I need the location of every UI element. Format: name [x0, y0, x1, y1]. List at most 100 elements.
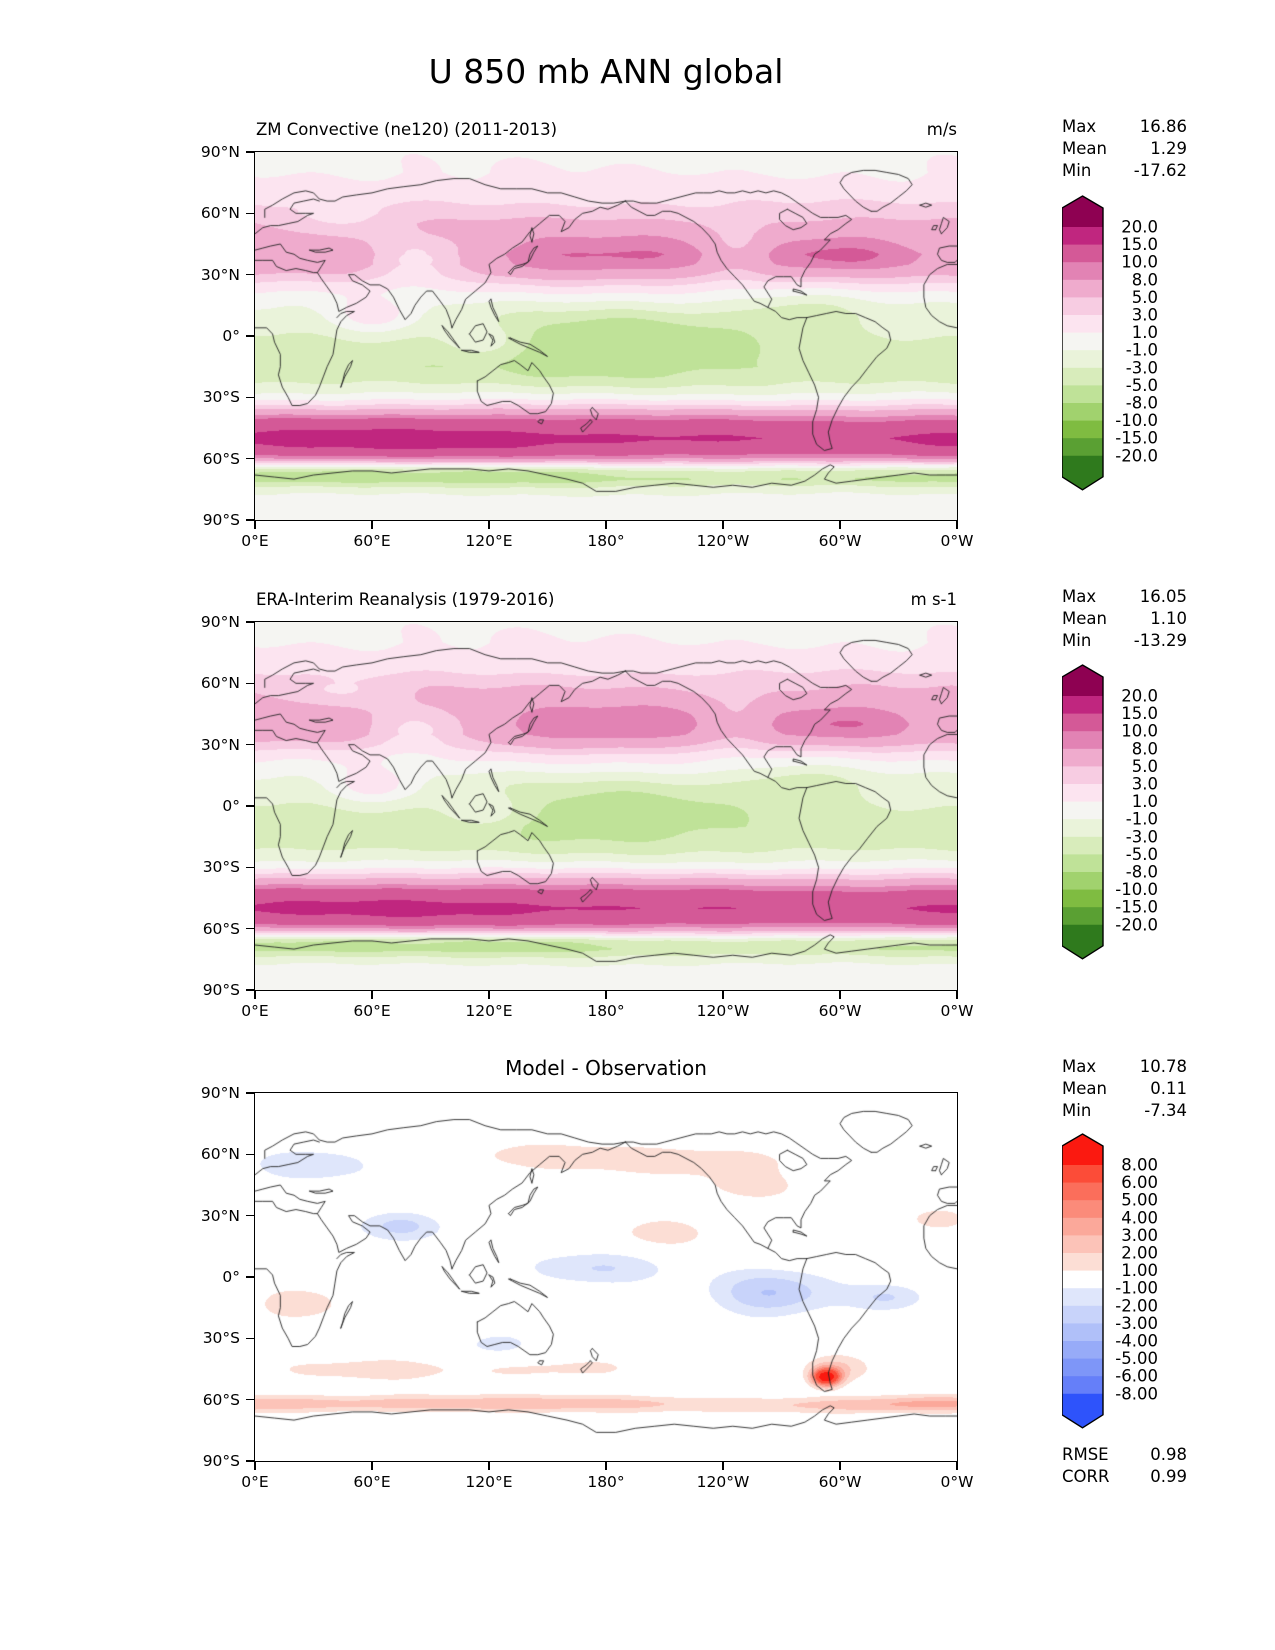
- lat-tick: [246, 1092, 255, 1094]
- colorbar-tick-label: -3.00: [1115, 1314, 1158, 1333]
- panel1-stats: Max 16.86 Mean 1.29 Min -17.62: [1062, 116, 1187, 182]
- lat-tick: [246, 1276, 255, 1278]
- lon-tick: [488, 520, 490, 529]
- lat-tick: [246, 212, 255, 215]
- colorbar-tick-label: 5.0: [1132, 288, 1158, 307]
- lat-tick-label: 30°N: [200, 1206, 240, 1225]
- lon-tick-label: 0°W: [940, 1473, 974, 1491]
- stat-label: Min: [1062, 1101, 1092, 1120]
- panel2-map: [253, 620, 958, 991]
- colorbar-tick-label: 5.0: [1132, 757, 1158, 776]
- metric-label: RMSE: [1062, 1445, 1109, 1464]
- panel3-colorbar: 8.00 6.00 5.00 4.00 3.00 2.00 1.00 -1.00 -2.00 -3…: [1061, 1133, 1162, 1434]
- colorbar-tick-label: -6.00: [1115, 1367, 1158, 1386]
- lat-tick: [246, 927, 255, 930]
- lat-tick: [246, 151, 255, 153]
- panel3-stats: Max 10.78 Mean 0.11 Min -7.34: [1062, 1056, 1187, 1122]
- lat-tick-label: 0°: [222, 327, 240, 345]
- lon-tick-label: 0°W: [940, 1002, 974, 1020]
- lat-tick: [246, 1460, 255, 1462]
- colorbar-tick-label: -1.00: [1115, 1279, 1158, 1298]
- colorbar-svg: 20.015.010.08.05.03.01.0-1.0-3.0-5.0-8.0…: [1061, 195, 1158, 491]
- lon-tick-label: 0°W: [940, 532, 974, 550]
- panel3-title: Model - Observation: [505, 1056, 707, 1080]
- panel3-map: [253, 1091, 958, 1462]
- panel2-colorbar: 20.0 15.0 10.0 8.0 5.0 3.0 1.0 -1.0 -3.0 -5.0 -8.0…: [1061, 664, 1162, 965]
- lat-tick: [246, 866, 255, 869]
- colorbar-tick-label: 1.00: [1121, 1261, 1158, 1280]
- lon-tick: [371, 990, 373, 999]
- lat-tick-label: 90°S: [202, 1452, 240, 1470]
- panel1-map: [253, 150, 958, 521]
- stat-row-mean: Mean 1.29: [1062, 138, 1187, 160]
- colorbar-tick-label: -8.0: [1126, 394, 1158, 413]
- lat-tick: [246, 273, 255, 276]
- colorbar-tick-label: -8.0: [1126, 863, 1158, 882]
- colorbar-tick-label: 20.0: [1121, 687, 1158, 706]
- metric-value: 0.98: [1150, 1445, 1187, 1464]
- lat-tick-label: 0°: [222, 797, 240, 815]
- colorbar-tick-label: 15.0: [1121, 235, 1158, 254]
- lat-tick-label: 60°S: [202, 1390, 240, 1409]
- lon-tick-label: 120°W: [696, 532, 750, 550]
- lon-tick: [488, 1461, 490, 1470]
- lat-tick-label: 0°: [222, 1268, 240, 1286]
- lon-tick-label: 0°E: [241, 1473, 269, 1491]
- stat-row-max: Max 16.86: [1062, 116, 1187, 138]
- lat-tick: [246, 805, 255, 807]
- lat-tick-label: 60°S: [202, 449, 240, 468]
- lat-tick: [246, 1398, 255, 1401]
- lon-tick: [839, 990, 841, 999]
- panel2-title: ERA-Interim Reanalysis (1979-2016): [256, 590, 555, 609]
- lat-tick: [246, 1337, 255, 1340]
- lon-tick: [605, 520, 607, 529]
- lat-tick-label: 90°N: [200, 143, 240, 161]
- colorbar-tick-label: 5.00: [1121, 1191, 1158, 1210]
- stat-value: 1.29: [1150, 139, 1187, 158]
- colorbar-tick-label: -5.0: [1126, 376, 1158, 395]
- panel2-stats: Max 16.05 Mean 1.10 Min -13.29: [1062, 586, 1187, 652]
- colorbar-tick-label: -3.0: [1126, 827, 1158, 846]
- colorbar-tick-label: -2.00: [1115, 1296, 1158, 1315]
- lat-tick-label: 90°N: [200, 613, 240, 631]
- colorbar-svg: 8.006.005.004.003.002.001.00-1.00-2.00-3…: [1061, 1133, 1158, 1429]
- colorbar-tick-label: 4.00: [1121, 1208, 1158, 1227]
- lon-tick: [605, 1461, 607, 1470]
- stat-value: 16.05: [1139, 587, 1187, 606]
- lat-tick: [246, 519, 255, 521]
- lat-tick: [246, 682, 255, 685]
- colorbar-tick-label: 20.0: [1121, 218, 1158, 237]
- lat-tick: [246, 1214, 255, 1217]
- lat-tick: [246, 989, 255, 991]
- lon-tick: [956, 990, 958, 999]
- lon-tick: [254, 1461, 256, 1470]
- stat-value: 16.86: [1139, 117, 1187, 136]
- lat-tick-label: 60°S: [202, 919, 240, 938]
- lon-tick-label: 0°E: [241, 1002, 269, 1020]
- lon-tick-label: 60°W: [818, 532, 862, 550]
- stat-label: Max: [1062, 117, 1097, 136]
- colorbar-tick-label: 10.0: [1121, 722, 1158, 741]
- stat-row-mean: Mean 1.10: [1062, 608, 1187, 630]
- stat-label: Min: [1062, 631, 1092, 650]
- lon-tick: [371, 1461, 373, 1470]
- colorbar-tick-label: 3.0: [1132, 306, 1158, 325]
- lon-tick-label: 60°E: [353, 532, 391, 550]
- colorbar-tick-label: 10.0: [1121, 253, 1158, 272]
- colorbar-tick-label: 6.00: [1121, 1173, 1158, 1192]
- colorbar-tick-label: -5.0: [1126, 845, 1158, 864]
- panel2-map-canvas: [254, 621, 957, 990]
- lon-tick-label: 180°: [587, 1473, 625, 1491]
- colorbar-tick-label: -20.0: [1115, 915, 1158, 934]
- lon-tick-label: 120°E: [465, 532, 513, 550]
- colorbar-tick-label: -15.0: [1115, 898, 1158, 917]
- stat-row-max: Max 10.78: [1062, 1056, 1187, 1078]
- lon-tick: [605, 990, 607, 999]
- colorbar-tick-label: -8.00: [1115, 1384, 1158, 1403]
- stat-row-min: Min -17.62: [1062, 160, 1187, 182]
- panel1-colorbar: 20.0 15.0 10.0 8.0 5.0 3.0 1.0 -1.0 -3.0 -5.0 -8.0…: [1061, 195, 1162, 496]
- lat-tick-label: 30°N: [200, 265, 240, 284]
- lat-tick: [246, 335, 255, 337]
- lat-tick-label: 90°N: [200, 1084, 240, 1102]
